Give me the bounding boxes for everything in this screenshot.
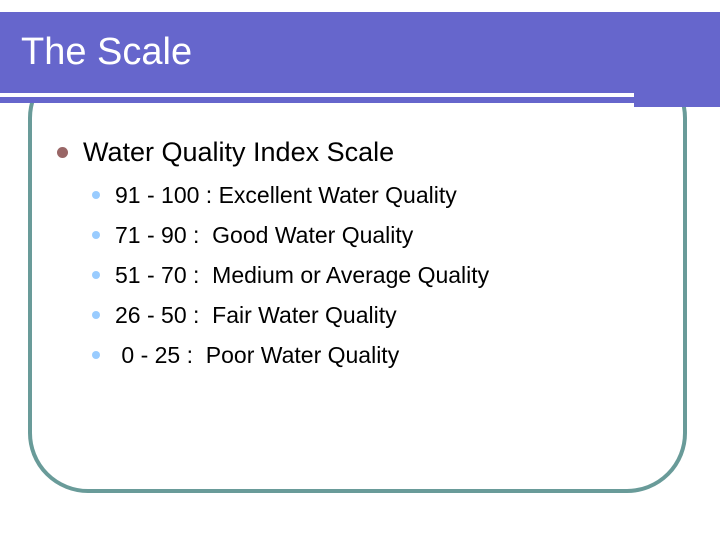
list-item-heading: Water Quality Index Scale: [0, 131, 680, 173]
bullet-level2-icon: [92, 351, 100, 359]
list-item: 91 - 100 : Excellent Water Quality: [0, 175, 680, 215]
bullet-level2-icon: [92, 231, 100, 239]
body-heading: Water Quality Index Scale: [83, 136, 395, 167]
list-item: 71 - 90 : Good Water Quality: [0, 215, 680, 255]
bullet-level2-icon: [92, 271, 100, 279]
slide-title: The Scale: [21, 31, 193, 73]
title-band-underline: [0, 93, 634, 97]
bullet-level2-icon: [92, 191, 100, 199]
list-item-text: 91 - 100 : Excellent Water Quality: [115, 181, 457, 208]
list-item: 26 - 50 : Fair Water Quality: [0, 295, 680, 335]
list-item-text: 0 - 25 : Poor Water Quality: [115, 341, 400, 368]
title-band: [0, 12, 720, 103]
list-item: 51 - 70 : Medium or Average Quality: [0, 255, 680, 295]
title-band-right-block: [634, 12, 720, 107]
bullet-level2-icon: [92, 311, 100, 319]
quality-scale-list: 91 - 100 : Excellent Water Quality 71 - …: [0, 175, 680, 375]
bullet-level1-icon: [57, 146, 68, 158]
list-item-text: 51 - 70 : Medium or Average Quality: [115, 261, 490, 288]
slide-body: Water Quality Index Scale 91 - 100 : Exc…: [0, 131, 680, 375]
list-item-text: 26 - 50 : Fair Water Quality: [115, 301, 397, 328]
list-item: 0 - 25 : Poor Water Quality: [0, 335, 680, 375]
list-item-text: 71 - 90 : Good Water Quality: [115, 221, 414, 248]
